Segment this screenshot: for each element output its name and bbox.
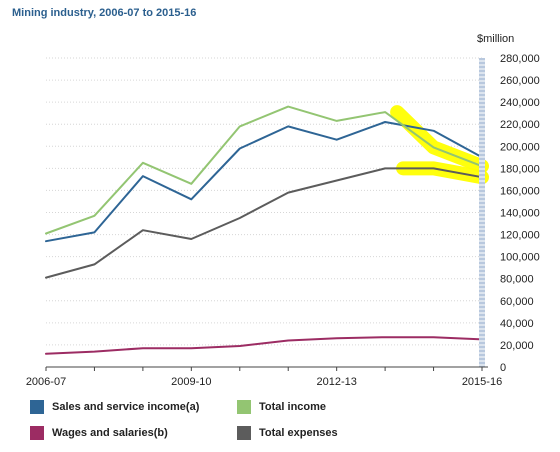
y-tick-label: 100,000 — [500, 252, 540, 264]
y-axis-unit-label: $million — [477, 33, 514, 45]
legend-swatch-wages — [30, 426, 44, 440]
x-tick-label: 2009-10 — [171, 376, 211, 388]
y-tick-label: 60,000 — [500, 296, 534, 308]
x-tick-label: 2015-16 — [462, 376, 502, 388]
y-tick-label: 180,000 — [500, 163, 540, 175]
legend-label: Total expenses — [259, 427, 338, 439]
y-tick-label: 260,000 — [500, 75, 540, 87]
legend-item-sales-service-income: Sales and service income(a) — [30, 400, 199, 414]
series-line-3 — [45, 167, 483, 279]
chart-title: Mining industry, 2006-07 to 2015-16 — [12, 7, 196, 19]
series-line-1 — [45, 105, 483, 235]
legend: Sales and service income(a) Total income… — [30, 400, 350, 448]
x-tick-label: 2006-07 — [26, 376, 66, 388]
y-tick-label: 240,000 — [500, 97, 540, 109]
legend-item-total-expenses: Total expenses — [237, 426, 338, 440]
legend-label: Total income — [259, 401, 327, 413]
y-tick-label: 80,000 — [500, 274, 534, 286]
y-tick-label: 280,000 — [500, 53, 540, 65]
series-line-0 — [45, 121, 483, 243]
legend-label: Wages and salaries(b) — [52, 427, 168, 439]
y-tick-label: 120,000 — [500, 230, 540, 242]
y-tick-label: 200,000 — [500, 141, 540, 153]
highlight-stroke — [390, 105, 489, 174]
y-tick-label: 220,000 — [500, 119, 540, 131]
y-tick-label: 0 — [500, 362, 506, 374]
y-tick-label: 140,000 — [500, 208, 540, 220]
y-tick-labels: 0 20,000 40,000 60,000 80,000 100,000 120,000 1… — [500, 53, 540, 374]
legend-swatch-sales — [30, 400, 44, 414]
legend-item-total-income: Total income — [237, 400, 326, 414]
series-lines — [45, 105, 483, 355]
legend-swatch-total-expenses — [237, 426, 251, 440]
x-tick-label: 2012-13 — [316, 376, 356, 388]
legend-label: Sales and service income(a) — [52, 401, 200, 413]
legend-swatch-total-income — [237, 400, 251, 414]
axes — [45, 58, 488, 371]
y-tick-label: 40,000 — [500, 318, 534, 330]
y-tick-label: 160,000 — [500, 185, 540, 197]
x-tick-labels: 2006-07 2009-10 2012-13 2015-16 — [26, 376, 502, 388]
series-line-2 — [45, 336, 483, 355]
y-tick-label: 20,000 — [500, 340, 534, 352]
legend-item-wages-salaries: Wages and salaries(b) — [30, 426, 168, 440]
